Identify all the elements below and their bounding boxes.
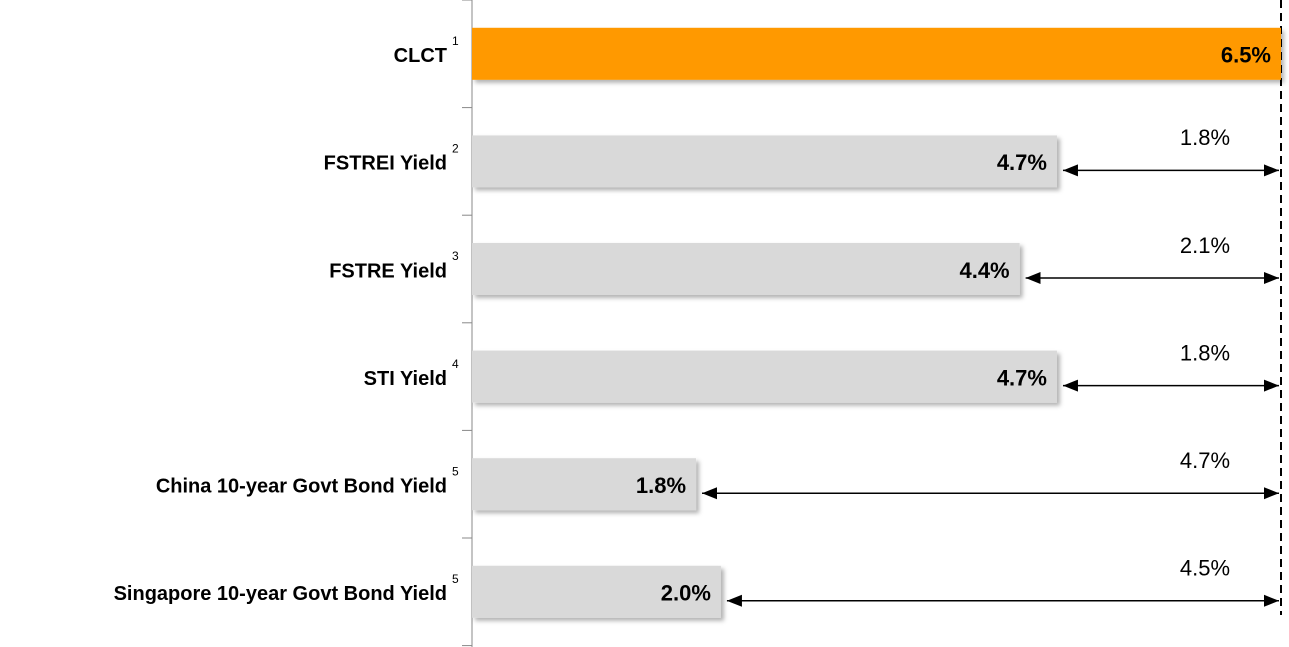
value-label: 6.5% [1221, 43, 1271, 68]
bar [472, 135, 1057, 188]
spread-label: 1.8% [1180, 340, 1230, 365]
spread-label: 4.7% [1180, 448, 1230, 473]
value-label: 4.7% [997, 150, 1047, 175]
category-label: FSTREI Yield [324, 153, 447, 175]
value-label: 1.8% [636, 473, 686, 498]
category-label: China 10-year Govt Bond Yield [156, 475, 447, 497]
footnote-marker: 5 [452, 572, 459, 586]
category-label: STI Yield [364, 368, 447, 390]
spread-label: 2.1% [1180, 233, 1230, 258]
footnote-marker: 1 [452, 34, 459, 48]
value-label: 2.0% [661, 581, 711, 606]
bar [472, 458, 697, 511]
footnote-marker: 5 [452, 464, 459, 478]
bar [472, 565, 721, 618]
spread-label: 4.5% [1180, 556, 1230, 581]
bar [472, 243, 1020, 295]
category-label: Singapore 10-year Govt Bond Yield [114, 583, 447, 605]
value-label: 4.7% [997, 365, 1047, 390]
footnote-marker: 3 [452, 249, 459, 263]
bar [472, 350, 1057, 403]
footnote-marker: 4 [452, 357, 459, 371]
category-label: CLCT [394, 45, 447, 67]
spread-label: 1.8% [1180, 125, 1230, 150]
value-label: 4.4% [959, 258, 1009, 283]
bar [472, 27, 1281, 80]
footnote-marker: 2 [452, 142, 459, 156]
category-label: FSTRE Yield [329, 260, 447, 282]
